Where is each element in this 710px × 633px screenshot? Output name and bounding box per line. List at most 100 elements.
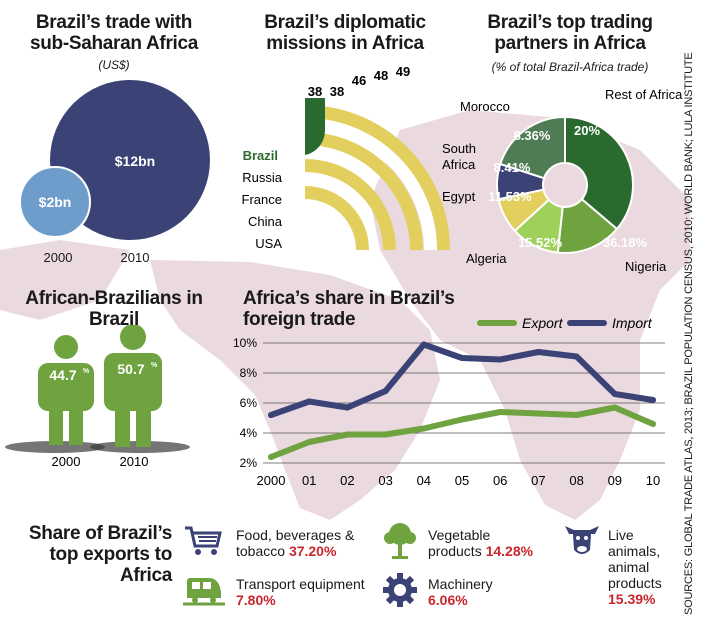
partners-title: Brazil’s top trading partners in Africa	[487, 12, 653, 54]
point-import	[459, 355, 465, 361]
point-import	[497, 356, 504, 363]
point-import	[420, 341, 427, 348]
export-food-value: 37.20%	[288, 543, 337, 559]
x-tick-label: 01	[302, 473, 316, 488]
partners-pie-chart: Rest of Africa Morocco South Africa Egyp…	[442, 87, 683, 274]
y-tick-label: 2%	[240, 456, 258, 470]
point-import	[306, 398, 313, 405]
point-export	[650, 421, 656, 427]
cow-icon	[565, 526, 599, 554]
point-export	[573, 412, 580, 418]
tree-icon	[384, 523, 416, 559]
bubble-2010-label: $12bn	[115, 153, 155, 169]
value-china: 48	[374, 68, 388, 83]
y-tick-label: 4%	[240, 426, 258, 440]
arc-russia	[305, 186, 369, 250]
bar-brazil	[305, 98, 326, 155]
pct-nigeria: 36.18%	[603, 235, 648, 250]
pct-rest: 20%	[574, 123, 600, 138]
label-algeria: Algeria	[466, 251, 507, 266]
pct-south-africa: 8.41%	[494, 160, 531, 175]
x-tick-label: 2000	[257, 473, 286, 488]
export-machinery-value: 6.06%	[428, 592, 468, 608]
point-export	[459, 416, 465, 423]
year-2010: 2010	[120, 454, 149, 469]
bubble-year-2000: 2000	[44, 250, 73, 265]
point-import	[382, 388, 389, 394]
gear-icon	[383, 573, 417, 607]
export-animals-value: 15.39%	[608, 591, 656, 607]
point-export	[382, 431, 389, 438]
label-china: China	[248, 214, 283, 229]
bubble-2000-label: $2bn	[39, 194, 72, 210]
export-transport-value: 7.80%	[236, 592, 276, 608]
label-south: South	[442, 141, 476, 156]
point-export	[344, 431, 351, 438]
bubble-year-2010: 2010	[121, 250, 150, 265]
export-item-food: Food, beverages & tobacco 37.20%	[236, 527, 376, 559]
x-tick-label: 06	[493, 473, 507, 488]
series-line-export	[268, 404, 656, 460]
point-import	[344, 404, 351, 411]
line-legend: Export Import	[477, 315, 653, 331]
point-import	[611, 391, 618, 397]
y-tick-label: 8%	[240, 366, 258, 380]
x-tick-label: 03	[378, 473, 392, 488]
trade-title: Brazil’s trade with sub-Saharan Africa	[29, 12, 199, 54]
export-veg-label: Vegetable products	[428, 527, 491, 559]
population-figures: 44.7 % 50.7 % 2000 2010	[5, 325, 190, 469]
export-animals-label: Live animals, animal products	[608, 527, 662, 591]
legend-export: Export	[522, 315, 564, 331]
pct-2010-unit: %	[151, 362, 158, 369]
point-import	[268, 412, 274, 418]
pct-2000-unit: %	[83, 368, 90, 375]
y-tick-label: 10%	[233, 336, 257, 350]
pct-morocco: 8.36%	[514, 128, 551, 143]
point-import	[573, 353, 580, 360]
legend-import: Import	[612, 315, 653, 331]
pie-slice-nigeria	[564, 115, 634, 231]
label-rest: Rest of Africa	[605, 87, 683, 102]
label-brazil: Brazil	[243, 148, 278, 163]
share-line-chart: 2% 4% 6% 8% 10% 2000 01 02 03 04 05 06 07 08 09 10	[233, 336, 665, 488]
person-2000-icon	[38, 335, 94, 445]
pct-egypt: 11.53%	[488, 189, 532, 204]
label-usa: USA	[255, 236, 282, 251]
value-russia: 38	[330, 84, 344, 99]
point-export	[611, 404, 618, 411]
export-food-label: Food, beverages & tobacco	[236, 527, 355, 559]
label-france: France	[242, 192, 282, 207]
shopping-cart-icon	[185, 526, 222, 555]
label-morocco: Morocco	[460, 99, 510, 114]
export-item-vegetable: Vegetable products 14.28%	[428, 527, 538, 559]
exports-title: Share of Brazil’s top exports to Africa	[28, 523, 172, 586]
pct-algeria: 15.52%	[518, 235, 563, 250]
label-russia: Russia	[242, 170, 283, 185]
export-transport-label: Transport equipment	[236, 576, 365, 592]
population-title: African-Brazilians in Brazil	[25, 288, 203, 330]
label-egypt: Egypt	[442, 189, 476, 204]
label-nigeria: Nigeria	[625, 259, 667, 274]
pie-slice-rest	[499, 115, 566, 180]
bubble-2000	[19, 166, 91, 238]
x-tick-label: 08	[569, 473, 583, 488]
pct-2000: 44.7	[49, 367, 76, 383]
x-tick-label: 02	[340, 473, 354, 488]
point-export	[306, 439, 313, 445]
missions-title: Brazil’s diplomatic missions in Africa	[264, 12, 426, 54]
y-tick-label: 6%	[240, 396, 258, 410]
point-export	[268, 454, 274, 460]
export-item-transport: Transport equipment 7.80%	[236, 576, 366, 608]
value-usa: 49	[396, 64, 410, 79]
value-france: 46	[352, 73, 366, 88]
point-import	[535, 349, 542, 355]
missions-arc-chart: 38 38 46 48 49 Brazil Russia France Chin…	[242, 64, 450, 251]
share-title: Africa’s share in Brazil’s foreign trade	[243, 288, 455, 330]
x-tick-label: 10	[646, 473, 660, 488]
export-item-machinery: Machinery 6.06%	[428, 576, 538, 608]
partners-subtitle: (% of total Brazil-Africa trade)	[491, 60, 649, 74]
train-icon	[183, 578, 225, 606]
x-tick-label: 04	[417, 473, 431, 488]
label-south-africa: Africa	[442, 157, 476, 172]
x-tick-label: 05	[455, 473, 469, 488]
